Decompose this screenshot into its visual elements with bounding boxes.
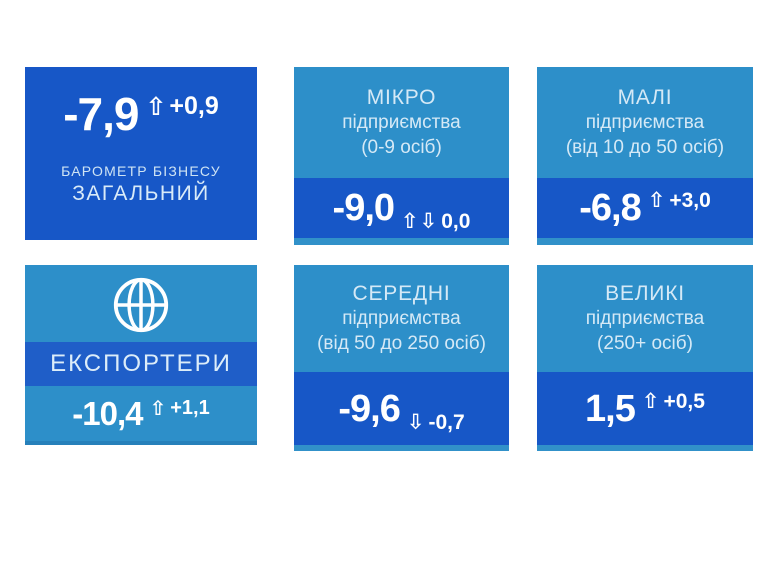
up-arrow-icon: ⇧ — [641, 388, 661, 413]
metric-delta: ⇧ +1,1 — [149, 398, 209, 418]
card-title: ВЕЛИКІ — [605, 282, 685, 306]
card-edge-strip — [294, 445, 509, 451]
globe-icon-area — [25, 265, 257, 342]
metric-value: -10,4 — [72, 395, 143, 432]
card-subtitle: підприємства — [585, 308, 705, 330]
metric-value-row: -9,0 ⇧⇩ 0,0 — [332, 187, 471, 232]
card-micro-enterprises: МІКРО підприємства (0-9 осіб) -9,0 ⇧⇩ 0,… — [294, 67, 509, 245]
card-small-enterprises: МАЛІ підприємства (від 10 до 50 осіб) -6… — [537, 67, 753, 245]
metric-delta: ⇧ +0,5 — [641, 388, 705, 413]
delta-value: +0,5 — [663, 389, 705, 413]
card-edge-strip — [537, 238, 753, 245]
metric-value-row: 1,5 ⇧ +0,5 — [585, 390, 705, 428]
metric-value: -7,9 — [63, 88, 139, 140]
card-header: МАЛІ підприємства (від 10 до 50 осіб) — [537, 67, 753, 178]
card-size-range: (від 50 до 250 осіб) — [317, 333, 486, 355]
barometer-title: БАРОМЕТР БІЗНЕСУ — [61, 163, 221, 179]
card-edge-strip — [294, 238, 509, 245]
card-general-barometer: -7,9 ⇧ +0,9 БАРОМЕТР БІЗНЕСУ ЗАГАЛЬНИЙ — [25, 67, 257, 240]
card-subtitle: підприємства — [342, 112, 461, 134]
barometer-subtitle: ЗАГАЛЬНИЙ — [72, 182, 210, 205]
exporters-band: ЕКСПОРТЕРИ — [25, 342, 257, 386]
metric-delta: ⇩ -0,7 — [406, 409, 465, 434]
card-header: СЕРЕДНІ підприємства (від 50 до 250 осіб… — [294, 265, 509, 372]
down-arrow-icon: ⇩ — [406, 409, 426, 434]
up-down-arrow-icon: ⇧⇩ — [401, 209, 439, 233]
card-edge-strip — [25, 441, 257, 445]
metric-delta: ⇧⇩ 0,0 — [401, 209, 471, 233]
card-title: МАЛІ — [617, 86, 673, 110]
card-value-area: -10,4 ⇧ +1,1 — [25, 386, 257, 441]
delta-value: +3,0 — [669, 189, 711, 212]
metric-value-row: -7,9 ⇧ +0,9 — [63, 91, 219, 137]
metric-value-row: -6,8 ⇧ +3,0 — [579, 189, 711, 227]
delta-value: 0,0 — [441, 210, 471, 233]
card-header: МІКРО підприємства (0-9 осіб) — [294, 67, 509, 178]
up-arrow-icon: ⇧ — [647, 188, 667, 212]
card-size-range: (від 10 до 50 осіб) — [565, 137, 725, 159]
metric-value: 1,5 — [585, 387, 636, 430]
metric-value-row: -9,6 ⇩ -0,7 — [338, 387, 464, 433]
card-value-strip: -6,8 ⇧ +3,0 — [537, 178, 753, 238]
card-title: ЕКСПОРТЕРИ — [50, 350, 232, 377]
card-value-strip: -9,6 ⇩ -0,7 — [294, 372, 509, 445]
card-title: МІКРО — [366, 86, 437, 110]
card-subtitle: підприємства — [585, 112, 705, 134]
card-header: ВЕЛИКІ підприємства (250+ осіб) — [537, 265, 753, 372]
up-arrow-icon: ⇧ — [145, 92, 168, 121]
card-value-strip: 1,5 ⇧ +0,5 — [537, 372, 753, 445]
metric-value-row: -10,4 ⇧ +1,1 — [72, 397, 209, 430]
card-large-enterprises: ВЕЛИКІ підприємства (250+ осіб) 1,5 ⇧ +0… — [537, 265, 753, 451]
card-exporters: ЕКСПОРТЕРИ -10,4 ⇧ +1,1 — [25, 265, 257, 445]
card-size-range: (0-9 осіб) — [361, 137, 442, 159]
card-size-range: (250+ осіб) — [597, 333, 693, 355]
card-medium-enterprises: СЕРЕДНІ підприємства (від 50 до 250 осіб… — [294, 265, 509, 451]
globe-icon — [113, 277, 169, 333]
card-subtitle: підприємства — [342, 308, 461, 330]
delta-value: +0,9 — [169, 92, 219, 120]
metric-value: -6,8 — [579, 187, 641, 229]
delta-value: -0,7 — [428, 410, 465, 434]
card-title: СЕРЕДНІ — [352, 282, 451, 306]
delta-value: +1,1 — [170, 397, 210, 419]
metric-delta: ⇧ +0,9 — [145, 92, 219, 121]
card-value-strip: -9,0 ⇧⇩ 0,0 — [294, 178, 509, 238]
card-edge-strip — [537, 445, 753, 451]
metric-value: -9,6 — [338, 387, 400, 430]
metric-delta: ⇧ +3,0 — [647, 188, 711, 212]
up-arrow-icon: ⇧ — [149, 396, 168, 420]
metric-value: -9,0 — [332, 187, 395, 229]
